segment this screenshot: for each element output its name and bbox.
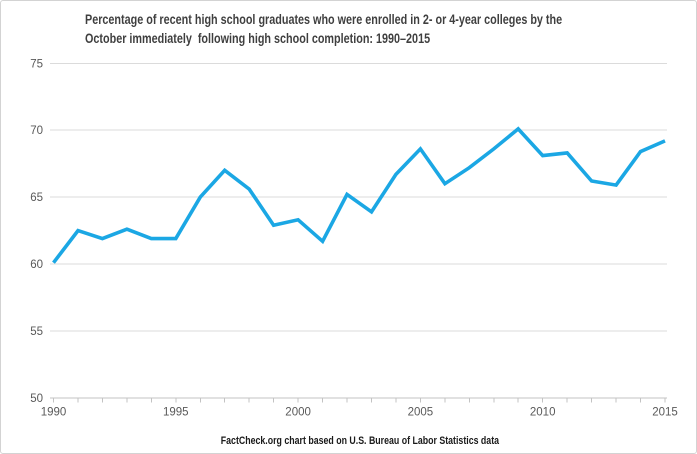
chart-caption: FactCheck.org chart based on U.S. Bureau… — [220, 435, 499, 447]
x-tick-label: 2000 — [285, 407, 311, 419]
y-tick-label: 65 — [30, 192, 43, 204]
x-tick-label: 2010 — [530, 407, 556, 419]
chart-title-line-1: Percentage of recent high school graduat… — [85, 12, 563, 27]
x-tick-label: 1990 — [41, 407, 67, 419]
x-tick-label: 1995 — [163, 407, 189, 419]
enrollment-rate-line — [52, 126, 666, 264]
y-tick-label: 70 — [30, 125, 43, 137]
x-tick-label: 2005 — [408, 407, 434, 419]
y-tick-label: 55 — [30, 326, 43, 338]
y-tick-label: 75 — [30, 58, 43, 70]
chart-caption-row: FactCheck.org chart based on U.S. Bureau… — [52, 431, 667, 449]
x-tick-label: 2015 — [652, 407, 678, 419]
y-tick-label: 50 — [30, 393, 43, 405]
chart-title: Percentage of recent high school graduat… — [85, 11, 696, 48]
chart-title-line-2: October immediately following high schoo… — [85, 30, 431, 46]
y-tick-label: 60 — [30, 259, 43, 271]
